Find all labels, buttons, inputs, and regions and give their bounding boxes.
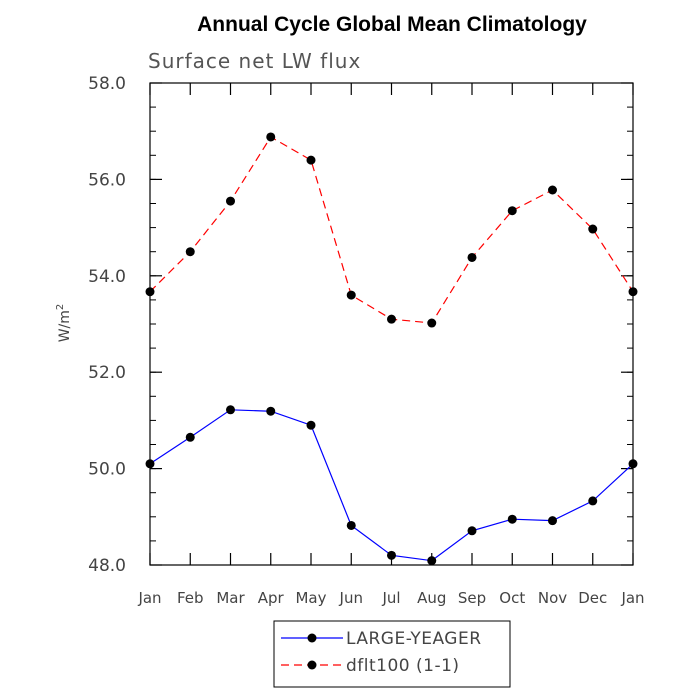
x-tick-label: May [295,589,326,607]
plot-frame [149,82,634,566]
series-1-point [628,459,638,469]
x-tick-label: Feb [177,589,204,607]
y-tick-label: 50.0 [88,460,126,480]
series-1-point [145,459,155,469]
y-tick-label: 52.0 [88,363,126,383]
x-tick-label: Apr [258,589,285,607]
y-axis-label: W/m2 [55,304,73,343]
x-tick-label: Oct [499,589,525,607]
chart-title: Annual Cycle Global Mean Climatology [197,13,587,36]
y-axis-label-text: W/m [57,310,73,342]
x-tick-label: Sep [458,589,486,607]
legend: LARGE-YEAGER dflt100 (1-1) [273,620,511,688]
series-1-point [266,406,276,416]
y-tick-label: 56.0 [88,170,126,190]
series-1-point [588,496,598,506]
series-2-point [467,252,477,262]
series-1-point [387,550,396,560]
chart-subtitle: Surface net LW flux [148,49,361,73]
series-2-point [185,247,195,257]
y-tick-label: 58.0 [88,74,126,94]
legend-marker-2 [307,660,317,670]
series-1-point [427,556,437,566]
series-2-point [226,196,235,206]
x-tick-label: Jan [137,589,161,607]
x-tick-label: Mar [216,589,245,607]
series-2-point [548,185,557,195]
x-tick-label: Aug [417,589,446,607]
axes-layer: 48.0 50.0 52.0 54.0 56.0 58.0 Jan Feb Mar Apr May J… [88,74,644,607]
x-tick-label: Nov [538,589,567,607]
legend-label-1: LARGE-YEAGER [346,629,482,649]
legend-label-2: dflt100 (1-1) [346,656,460,676]
series-line-1 [149,409,634,562]
y-tick-label: 54.0 [88,267,126,287]
x-tick-label: Jul [381,589,400,607]
series-2-point [306,155,316,165]
legend-marker-1 [307,633,317,643]
series-1-point [185,432,195,442]
series-2-point [266,132,276,142]
series-line-2 [149,136,634,324]
x-tick-label: Jun [339,589,363,607]
series-2-point [628,287,638,297]
series-2-point [588,224,598,234]
series-2-point [387,314,396,324]
series-2-point [507,206,517,216]
series-1-point [467,526,477,536]
series-2-point [145,287,155,297]
series-1-point [226,405,235,415]
y-axis-label-superscript: 2 [55,304,66,310]
series-1-point [306,420,316,430]
y-tick-label: 48.0 [88,556,126,576]
series-1-point [507,514,517,524]
x-tick-label: Dec [578,589,607,607]
series-2-point [346,290,356,300]
series-1-point [548,516,557,526]
x-tick-label: Jan [620,589,644,607]
legend-box [273,620,511,688]
series-layer [145,132,638,566]
series-2-point [427,318,437,328]
series-1-point [346,520,356,530]
